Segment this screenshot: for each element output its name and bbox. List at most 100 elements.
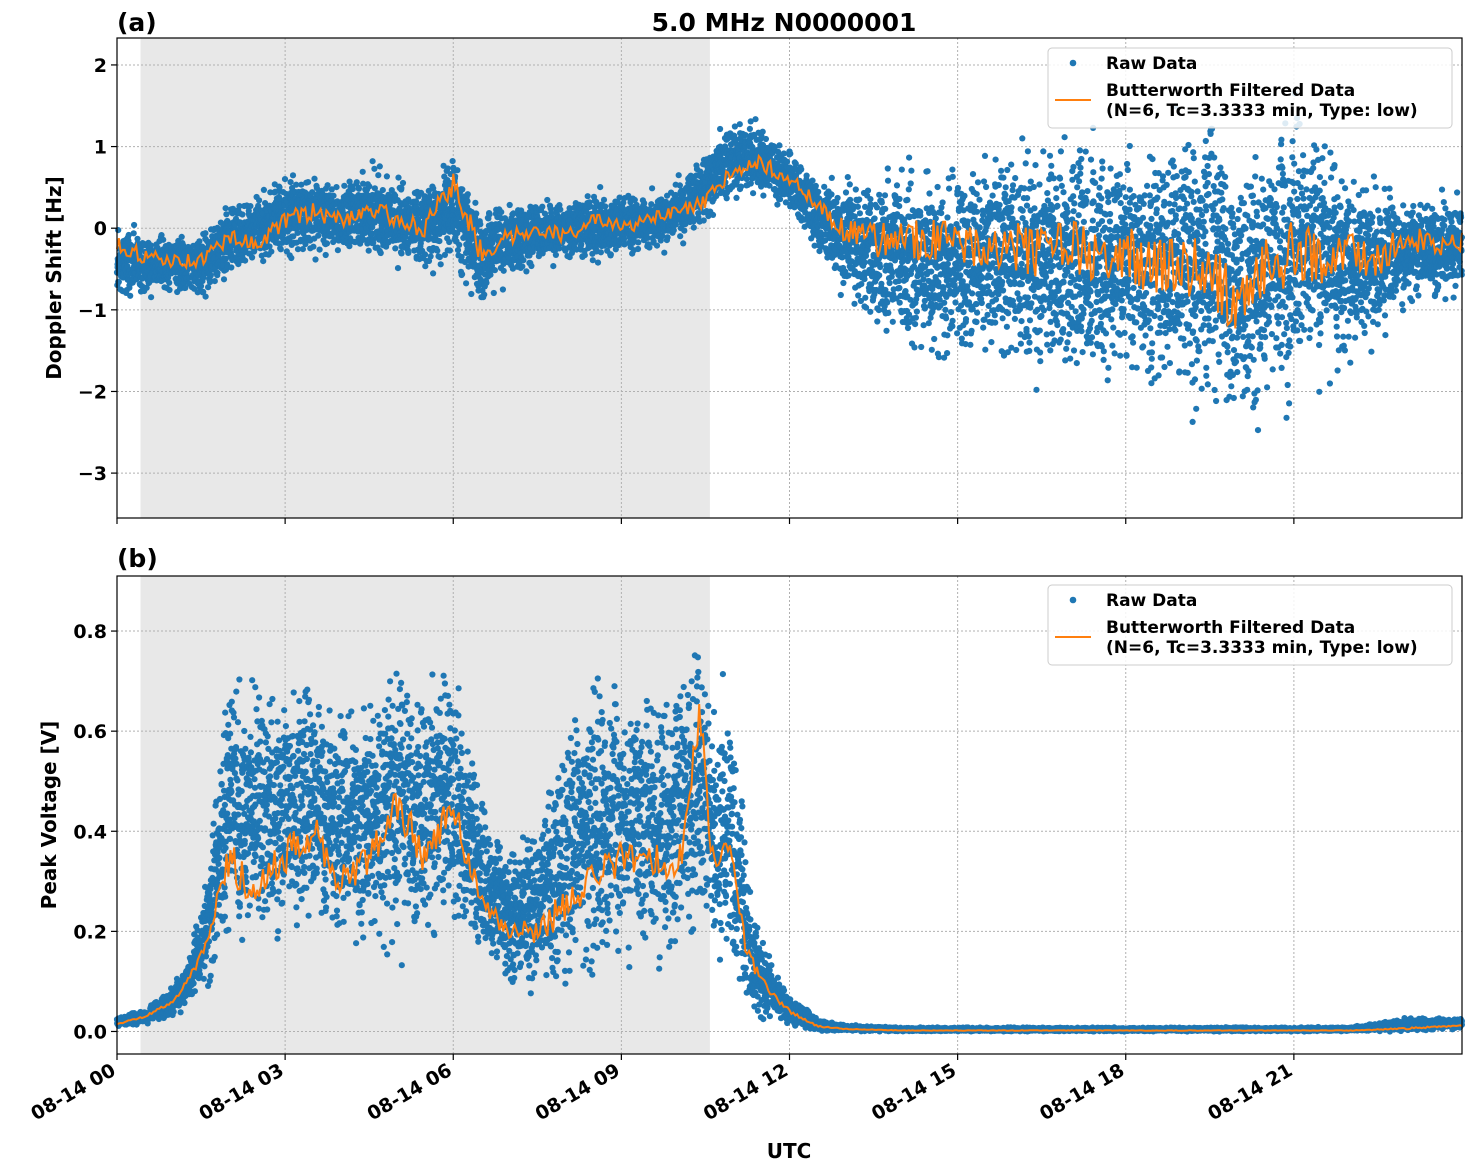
raw-data-point xyxy=(780,150,788,157)
raw-data-point xyxy=(834,194,841,202)
raw-data-point xyxy=(242,257,249,264)
raw-data-point xyxy=(178,233,185,240)
raw-data-point xyxy=(427,253,434,260)
raw-data-point xyxy=(125,231,132,239)
raw-data-point xyxy=(550,263,557,270)
raw-data-point xyxy=(260,186,267,193)
raw-data-point xyxy=(635,239,642,246)
raw-data-point xyxy=(377,249,384,257)
raw-data-point xyxy=(376,163,383,170)
raw-data-point xyxy=(846,181,853,188)
raw-data-point xyxy=(670,227,677,234)
panel-a-doppler-shift: (a) 5.0 MHz N0000001 210−1−2−3 Doppler S… xyxy=(42,8,1465,524)
raw-data-point xyxy=(842,189,850,196)
raw-data-point xyxy=(828,191,835,198)
raw-data-point xyxy=(523,268,530,275)
raw-data-point xyxy=(845,272,852,279)
raw-data-point xyxy=(855,292,862,299)
raw-data-point xyxy=(182,284,189,291)
raw-data-point xyxy=(383,173,390,180)
raw-data-point xyxy=(446,238,453,246)
raw-data-point xyxy=(798,166,805,173)
raw-data-point xyxy=(392,245,399,252)
raw-data-point xyxy=(315,232,322,239)
raw-data-point xyxy=(322,251,329,259)
raw-data-point xyxy=(557,206,564,213)
raw-data-point xyxy=(256,197,263,204)
raw-data-point xyxy=(305,179,312,186)
raw-data-point xyxy=(594,259,602,266)
raw-data-point xyxy=(709,211,717,218)
raw-data-point xyxy=(700,217,707,224)
raw-data-point xyxy=(334,247,341,254)
raw-data-point xyxy=(602,203,609,210)
raw-data-point xyxy=(371,165,378,172)
raw-data-point xyxy=(220,276,228,283)
raw-data-point xyxy=(844,174,851,181)
figure-title: 5.0 MHz N0000001 xyxy=(652,8,917,37)
raw-data-point xyxy=(821,183,828,190)
raw-data-point xyxy=(166,279,173,286)
raw-data-point xyxy=(222,205,229,212)
raw-data-point xyxy=(281,176,289,183)
raw-data-point xyxy=(268,248,275,255)
raw-data-point xyxy=(544,196,551,204)
raw-data-point xyxy=(456,241,463,248)
raw-data-point xyxy=(222,255,229,262)
raw-data-point xyxy=(260,258,267,265)
raw-data-point xyxy=(207,272,214,279)
raw-data-point xyxy=(436,238,443,245)
raw-data-point xyxy=(333,184,340,191)
raw-data-point xyxy=(750,190,757,197)
raw-data-point xyxy=(449,158,456,165)
raw-data-point xyxy=(581,252,588,259)
panel-a-shaded-region xyxy=(140,38,710,518)
shaded-band xyxy=(140,38,710,518)
raw-data-point xyxy=(597,184,604,191)
raw-data-point xyxy=(490,289,497,297)
raw-data-point xyxy=(649,185,656,192)
raw-data-point xyxy=(539,203,546,210)
raw-data-point xyxy=(160,236,167,243)
raw-data-point xyxy=(653,242,661,249)
raw-data-point xyxy=(837,291,844,299)
raw-data-point xyxy=(851,300,858,307)
raw-data-point xyxy=(664,234,671,241)
raw-data-point xyxy=(477,221,484,228)
raw-data-point xyxy=(454,167,461,174)
raw-data-point xyxy=(310,243,317,250)
raw-data-point xyxy=(600,196,608,203)
raw-data-point xyxy=(375,172,382,179)
raw-data-point xyxy=(214,269,221,276)
raw-data-point xyxy=(776,142,783,149)
raw-data-point xyxy=(166,286,173,294)
raw-data-point xyxy=(249,254,256,261)
raw-data-point xyxy=(197,283,205,290)
raw-data-point xyxy=(459,186,466,193)
raw-data-point xyxy=(464,191,471,198)
raw-data-point xyxy=(359,168,366,175)
raw-data-point xyxy=(760,192,767,199)
raw-data-point xyxy=(803,172,810,179)
raw-data-point xyxy=(288,254,295,262)
raw-data-point xyxy=(287,179,294,186)
raw-data-point xyxy=(584,193,591,200)
raw-data-point xyxy=(395,174,402,181)
raw-data-point xyxy=(812,182,819,189)
raw-data-point xyxy=(236,203,243,210)
raw-data-point xyxy=(355,185,362,192)
raw-data-point xyxy=(733,194,740,201)
raw-data-point xyxy=(473,210,480,217)
raw-data-point xyxy=(143,284,150,291)
raw-data-point xyxy=(777,196,784,203)
raw-data-point xyxy=(486,211,493,218)
raw-data-point xyxy=(552,251,560,258)
raw-data-point xyxy=(245,207,252,214)
raw-data-point xyxy=(736,121,743,128)
raw-data-point xyxy=(854,203,862,210)
raw-data-point xyxy=(783,158,791,165)
raw-data-point xyxy=(247,203,254,210)
raw-data-point xyxy=(330,192,337,199)
raw-data-point xyxy=(787,150,794,157)
